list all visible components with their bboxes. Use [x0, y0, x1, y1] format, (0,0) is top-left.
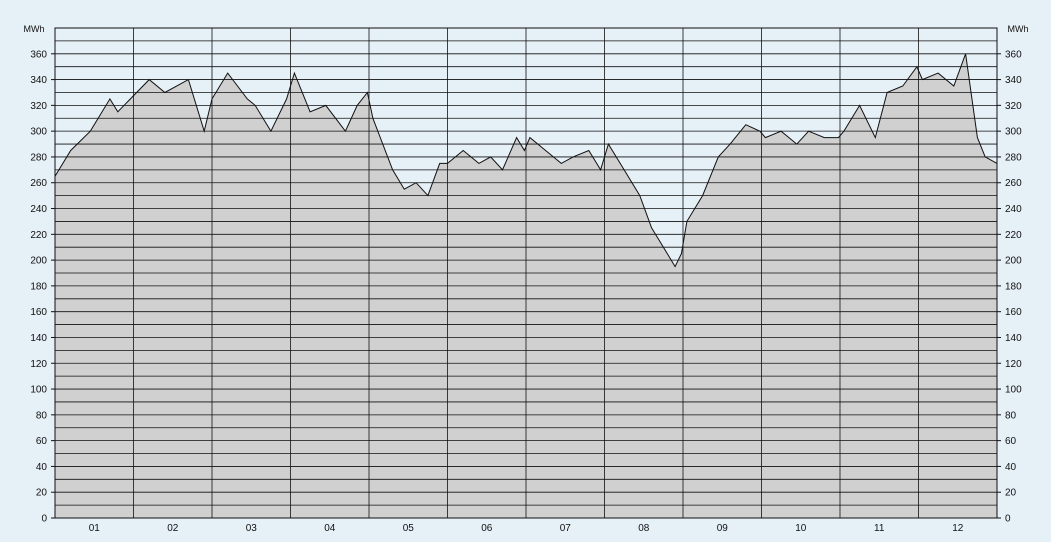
y-tick-label-left: 100: [30, 385, 47, 396]
y-tick-label-right: 60: [1005, 436, 1017, 447]
y-tick-label-left: 140: [30, 333, 47, 344]
y-tick-label-left: 320: [30, 101, 47, 112]
y-tick-label-left: 240: [30, 204, 47, 215]
x-tick-label-month: 04: [324, 523, 336, 534]
y-tick-label-left: 0: [41, 514, 47, 525]
x-tick-label-month: 02: [167, 523, 179, 534]
x-tick-label-month: 01: [89, 523, 101, 534]
y-tick-label-right: 200: [1005, 256, 1022, 267]
y-tick-label-right: 0: [1005, 514, 1011, 525]
y-tick-label-right: 280: [1005, 152, 1022, 163]
y-tick-label-left: 80: [36, 410, 48, 421]
y-tick-label-left: 300: [30, 127, 47, 138]
y-tick-label-right: 220: [1005, 230, 1022, 241]
y-tick-label-left: 200: [30, 256, 47, 267]
x-tick-label-month: 06: [481, 523, 493, 534]
y-tick-label-left: 340: [30, 75, 47, 86]
y-tick-label-left: 220: [30, 230, 47, 241]
y-tick-label-right: 100: [1005, 385, 1022, 396]
y-unit-right: MWh: [1008, 24, 1029, 34]
y-tick-label-right: 320: [1005, 101, 1022, 112]
y-tick-label-right: 20: [1005, 488, 1017, 499]
y-tick-label-left: 120: [30, 359, 47, 370]
y-tick-label-left: 20: [36, 488, 48, 499]
y-tick-label-right: 340: [1005, 75, 1022, 86]
x-tick-label-month: 11: [874, 523, 885, 534]
y-tick-label-right: 40: [1005, 462, 1017, 473]
x-tick-label-month: 05: [403, 523, 415, 534]
y-tick-label-left: 60: [36, 436, 48, 447]
y-tick-label-left: 360: [30, 49, 47, 60]
y-tick-label-left: 180: [30, 281, 47, 292]
y-tick-label-right: 120: [1005, 359, 1022, 370]
y-tick-label-left: 40: [36, 462, 48, 473]
plot-frame: [54, 27, 998, 519]
x-tick-label-month: 09: [717, 523, 729, 534]
y-tick-label-right: 360: [1005, 49, 1022, 60]
x-tick-label-month: 08: [638, 523, 650, 534]
x-tick-label-month: 07: [560, 523, 572, 534]
x-tick-label-month: 12: [952, 523, 964, 534]
y-tick-label-right: 80: [1005, 410, 1017, 421]
y-tick-label-right: 260: [1005, 178, 1022, 189]
y-tick-label-right: 180: [1005, 281, 1022, 292]
y-tick-label-left: 260: [30, 178, 47, 189]
x-tick-label-month: 03: [246, 523, 258, 534]
y-tick-label-right: 140: [1005, 333, 1022, 344]
x-tick-label-month: 10: [795, 523, 807, 534]
y-tick-label-right: 160: [1005, 307, 1022, 318]
y-unit-left: MWh: [24, 24, 45, 34]
y-tick-label-right: 240: [1005, 204, 1022, 215]
y-tick-label-left: 280: [30, 152, 47, 163]
y-tick-label-left: 160: [30, 307, 47, 318]
y-tick-label-right: 300: [1005, 127, 1022, 138]
